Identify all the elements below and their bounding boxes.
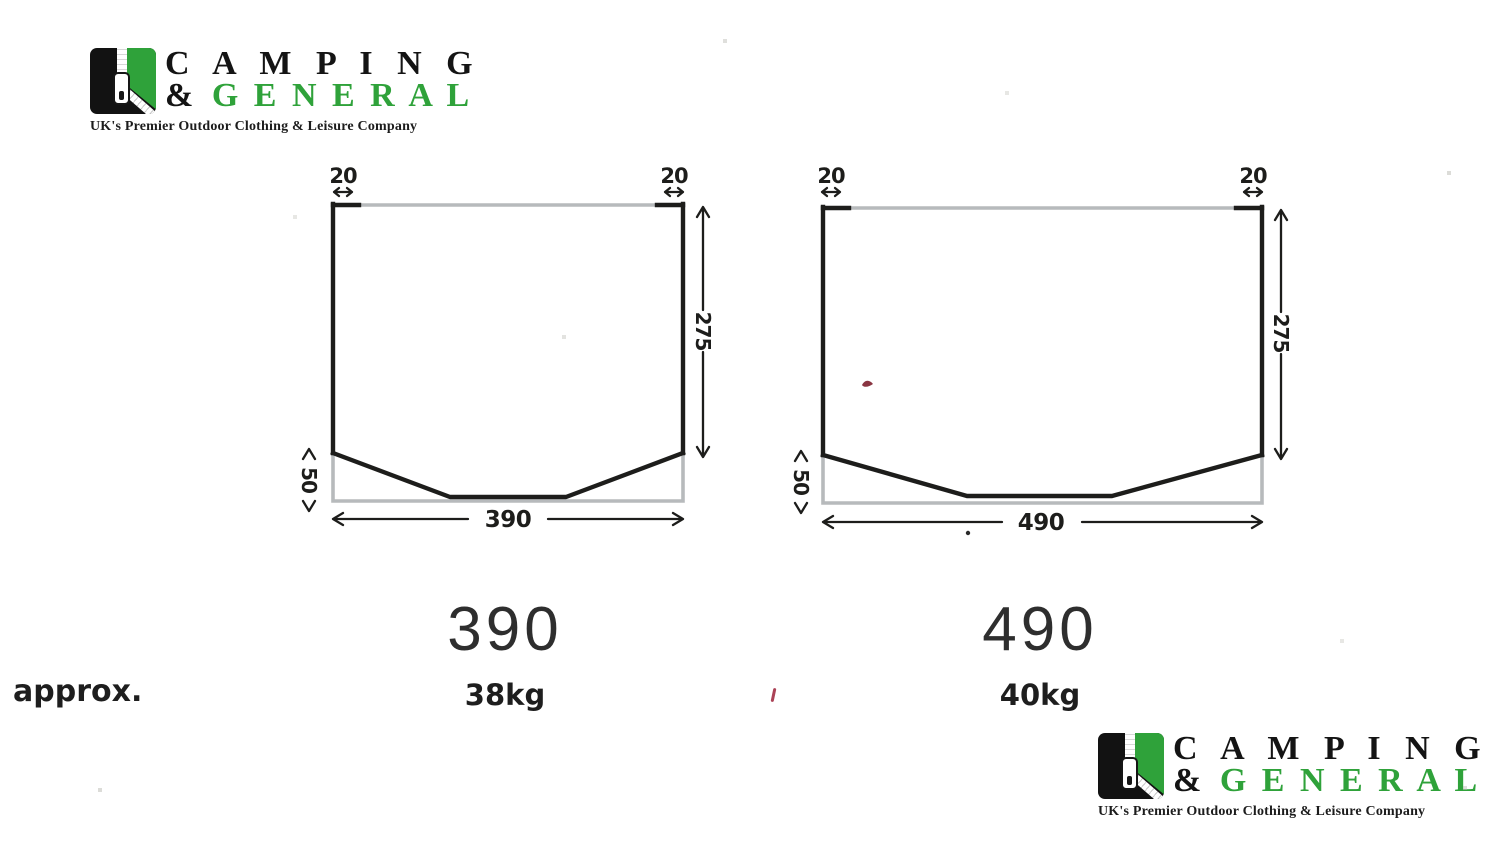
- dim-skirt-arrows-490: [793, 449, 809, 515]
- dim-width-value-490: 490: [1018, 510, 1065, 536]
- dim-skirt-value-390: 50: [297, 467, 321, 493]
- dim-depth-value-490: 275: [1269, 314, 1293, 353]
- dim-corner-left-arrow-490: [820, 186, 842, 198]
- brand-ampersand: &: [165, 77, 204, 114]
- weight-label-390: 38kg: [464, 678, 546, 712]
- brand-name-general: G E N E R A L: [1219, 762, 1481, 799]
- dim-corner-left-arrow-390: [332, 186, 354, 198]
- zipper-pull: [113, 72, 130, 105]
- dim-width-arrow-390: [331, 511, 685, 527]
- dim-corner-left-390: 20: [329, 164, 358, 198]
- dim-corner-left-value-390: 20: [329, 164, 357, 188]
- dim-width-arrow-490: [821, 514, 1264, 530]
- dim-corner-right-arrow-490: [1242, 186, 1264, 198]
- logo-text: C A M P I N G & G E N E R A L: [1173, 730, 1489, 799]
- approx-label: approx.: [13, 674, 143, 709]
- brand-name-general: G E N E R A L: [211, 77, 473, 114]
- zipper-teeth-vertical: [117, 48, 127, 84]
- dim-depth-390: 275: [691, 205, 715, 459]
- zipper-pull-hole: [1127, 776, 1132, 785]
- model-label-490: 490: [982, 595, 1098, 664]
- brand-tagline: UK's Premier Outdoor Clothing & Leisure …: [90, 119, 418, 134]
- plan-outline-black-390: [330, 201, 686, 500]
- dim-corner-right-arrow-390: [663, 186, 685, 198]
- dim-corner-left-490: 20: [817, 164, 846, 198]
- floorplan-490: 20 20 275 50 490: [789, 164, 1293, 536]
- dim-skirt-490: 50: [789, 449, 813, 515]
- brand-ampersand: &: [1173, 762, 1212, 799]
- zipper-logo-icon: [1098, 733, 1164, 799]
- dim-width-390: 390: [331, 507, 685, 533]
- plan-outline-gray-390: [331, 203, 685, 503]
- dim-skirt-390: 50: [297, 447, 321, 513]
- plan-outline-black-490: [820, 204, 1265, 499]
- zipper-teeth-vertical: [1125, 733, 1135, 769]
- scan-artifact-red-tick: [770, 687, 777, 703]
- weight-label-490: 40kg: [999, 678, 1081, 712]
- dim-depth-490: 275: [1269, 208, 1293, 461]
- dim-width-490: 490: [821, 510, 1264, 536]
- dim-corner-left-value-490: 20: [817, 164, 845, 188]
- floorplan-390: 20 20 275 50 390: [297, 164, 715, 533]
- dim-corner-right-390: 20: [660, 164, 689, 198]
- zipper-pull-hole: [119, 91, 124, 100]
- model-label-390: 390: [447, 595, 563, 664]
- logo-text: C A M P I N G & G E N E R A L: [165, 45, 481, 114]
- zipper-logo-icon: [90, 48, 156, 114]
- logo-row: C A M P I N G & G E N E R A L: [90, 47, 473, 114]
- plan-outline-gray-490: [821, 206, 1264, 505]
- scan-noise: [0, 0, 2, 2]
- dim-skirt-value-490: 50: [789, 469, 813, 495]
- scan-artifact-dot: [965, 530, 971, 536]
- scan-artifact-red-squiggle: [862, 380, 873, 387]
- brand-name-line1: C A M P I N G: [165, 45, 481, 82]
- zipper-pull: [1121, 757, 1138, 790]
- dim-depth-arrow-490: [1273, 208, 1289, 461]
- dim-corner-right-value-490: 20: [1239, 164, 1267, 188]
- dim-skirt-arrows-390: [301, 447, 317, 513]
- logo-top-left: C A M P I N G & G E N E R A L UK's Premi…: [90, 47, 473, 135]
- brand-tagline: UK's Premier Outdoor Clothing & Leisure …: [1098, 804, 1426, 819]
- dim-depth-arrow-390: [695, 205, 711, 459]
- dim-corner-right-490: 20: [1239, 164, 1268, 198]
- dim-width-value-390: 390: [485, 507, 532, 533]
- scan-artifacts-490: [862, 380, 971, 536]
- brand-name-line1: C A M P I N G: [1173, 730, 1489, 767]
- logo-bottom-right: C A M P I N G & G E N E R A L UK's Premi…: [1098, 732, 1481, 820]
- dim-corner-right-value-390: 20: [660, 164, 688, 188]
- brand-name-line2: & G E N E R A L: [165, 77, 481, 114]
- dim-depth-value-390: 275: [691, 312, 715, 351]
- brand-name-line2: & G E N E R A L: [1173, 762, 1489, 799]
- logo-row: C A M P I N G & G E N E R A L: [1098, 732, 1481, 799]
